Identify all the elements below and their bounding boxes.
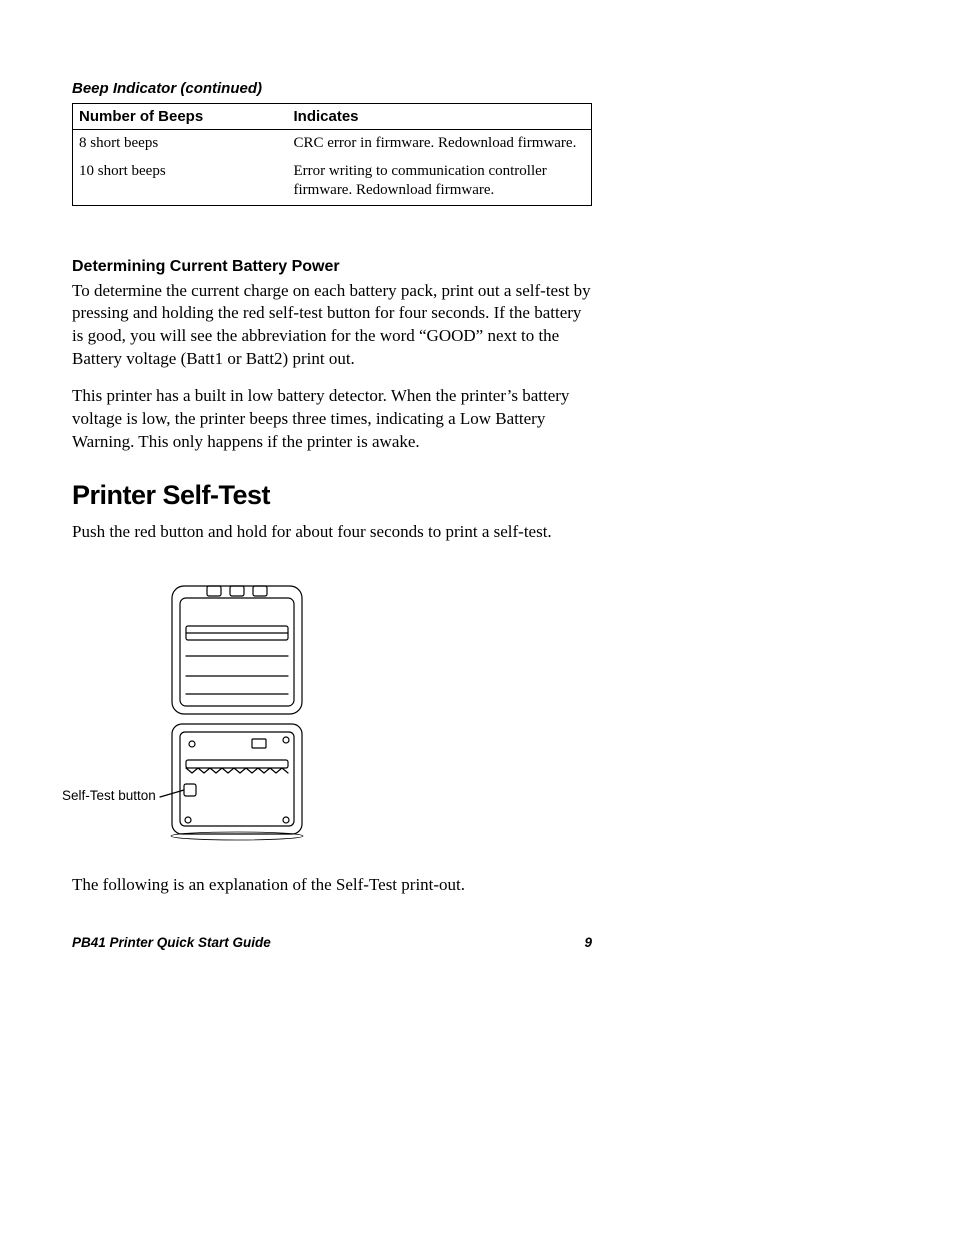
figure-callout-label: Self-Test button xyxy=(62,788,156,803)
table-cell: CRC error in firmware. Redownload firmwa… xyxy=(288,130,592,158)
table-header-row: Number of Beeps Indicates xyxy=(73,104,592,130)
body-paragraph: To determine the current charge on each … xyxy=(72,280,592,372)
table-header-cell: Number of Beeps xyxy=(73,104,288,130)
printer-figure: Self-Test button xyxy=(72,584,592,864)
table-row: 8 short beeps CRC error in firmware. Red… xyxy=(73,130,592,158)
body-paragraph: This printer has a built in low battery … xyxy=(72,385,592,454)
beep-indicator-table: Number of Beeps Indicates 8 short beeps … xyxy=(72,103,592,206)
table-header-cell: Indicates xyxy=(288,104,592,130)
body-paragraph: The following is an explanation of the S… xyxy=(72,874,592,897)
heading-printer-self-test: Printer Self-Test xyxy=(72,480,592,511)
table-row: 10 short beeps Error writing to communic… xyxy=(73,158,592,206)
table-cell: 8 short beeps xyxy=(73,130,288,158)
page-footer: PB41 Printer Quick Start Guide 9 xyxy=(72,935,592,950)
printer-line-drawing-icon xyxy=(72,584,592,864)
table-cell: 10 short beeps xyxy=(73,158,288,206)
subheading-battery: Determining Current Battery Power xyxy=(72,258,592,276)
body-paragraph: Push the red button and hold for about f… xyxy=(72,521,592,544)
table-caption: Beep Indicator (continued) xyxy=(72,80,592,97)
footer-page-number: 9 xyxy=(584,935,592,950)
table-cell: Error writing to communication controlle… xyxy=(288,158,592,206)
footer-title: PB41 Printer Quick Start Guide xyxy=(72,935,271,950)
